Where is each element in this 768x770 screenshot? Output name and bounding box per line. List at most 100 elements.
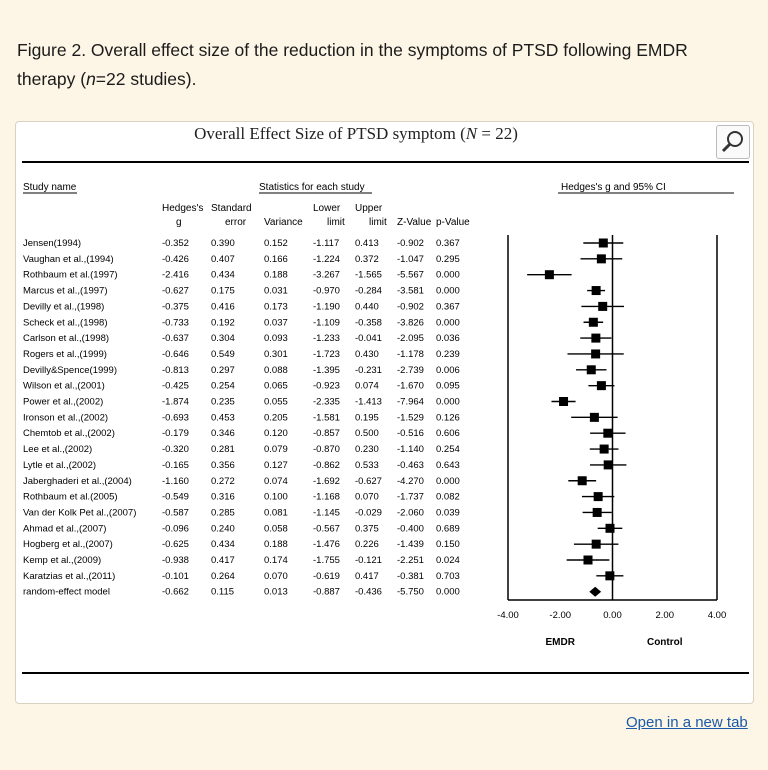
cell-p: 0.039 [436,507,460,518]
caption-text: Overall effect size of the reduction in … [17,40,688,89]
cell-p: 0.239 [436,349,460,360]
cell-z: -2.095 [397,333,424,344]
cell-lower: -1.723 [313,349,340,360]
cell-upper: 0.226 [355,539,379,550]
cell-z: -5.567 [397,270,424,281]
cell-upper: -0.284 [355,286,382,297]
cell-lower: -0.857 [313,428,340,439]
cell-p: 0.082 [436,492,460,503]
x-tick-label: -4.00 [497,610,519,621]
cell-z: -1.140 [397,444,424,455]
cell-lower: -1.117 [313,238,339,249]
cell-var: 0.301 [264,349,288,360]
cell-g: -0.813 [162,365,189,376]
study-label: Rogers et al.,(1999) [23,349,107,360]
figure-image[interactable]: Overall Effect Size of PTSD symptom (N =… [15,121,754,704]
effect-marker [596,254,606,264]
cell-upper: 0.074 [355,381,379,392]
cell-lower: -1.692 [313,476,340,487]
cell-z: -0.516 [397,428,424,439]
cell-se: 0.434 [211,270,235,281]
effect-marker [577,476,587,486]
cell-z: -3.826 [397,317,424,328]
cell-upper: 0.230 [355,444,379,455]
cell-g: -0.549 [162,492,189,503]
cell-g: -0.637 [162,333,189,344]
cell-p: 0.689 [436,523,460,534]
cell-p: 0.000 [436,476,460,487]
cell-z: -0.400 [397,523,424,534]
cell-var: 0.070 [264,571,288,582]
column-header-line2: limit [369,217,387,228]
cell-z: -2.251 [397,555,424,566]
cell-g: -0.938 [162,555,189,566]
study-label: Kemp et al.,(2009) [23,555,101,566]
open-in-new-tab-link[interactable]: Open in a new tab [626,714,748,731]
header-plot: Hedges's g and 95% CI [561,182,666,193]
cell-g: -0.662 [162,587,189,598]
study-label: Devilly et al.,(1998) [23,301,104,312]
column-header-line1: Lower [313,203,341,214]
cell-lower: -0.923 [313,381,340,392]
study-label: Ahmad et al.,(2007) [23,523,106,534]
study-label: Marcus et al.,(1997) [23,286,107,297]
cell-z: -2.060 [397,507,424,518]
study-label: Lee et al.,(2002) [23,444,92,455]
cell-se: 0.390 [211,238,235,249]
cell-p: 0.254 [436,444,460,455]
study-label: Rothbaum et al.(2005) [23,492,118,503]
cell-var: 0.055 [264,397,288,408]
cell-se: 0.192 [211,317,235,328]
study-label: Ironson et al.,(2002) [23,412,108,423]
cell-se: 0.346 [211,428,235,439]
cell-upper: 0.070 [355,492,379,503]
cell-var: 0.013 [264,587,288,598]
cell-g: -0.096 [162,523,189,534]
cell-p: 0.000 [436,317,460,328]
cell-var: 0.088 [264,365,288,376]
effect-marker [596,381,606,391]
cell-upper: -0.436 [355,587,382,598]
cell-z: -7.964 [397,397,424,408]
cell-z: -3.581 [397,286,424,297]
cell-upper: 0.195 [355,412,379,423]
cell-upper: -0.029 [355,507,382,518]
cell-g: -0.101 [162,571,189,582]
study-label: Jaberghaderi et al.,(2004) [23,476,132,487]
cell-lower: -1.581 [313,412,340,423]
cell-upper: 0.417 [355,571,379,582]
effect-marker [588,317,598,327]
cell-se: 0.304 [211,333,235,344]
effect-marker [603,460,613,470]
cell-p: 0.000 [436,286,460,297]
cell-var: 0.188 [264,539,288,550]
cell-p: 0.367 [436,238,460,249]
cell-lower: -0.619 [313,571,340,582]
zoom-button[interactable] [716,125,750,159]
cell-var: 0.058 [264,523,288,534]
cell-var: 0.120 [264,428,288,439]
cell-upper: 0.375 [355,523,379,534]
study-label: Jensen(1994) [23,238,81,249]
effect-marker [586,365,596,375]
effect-marker [591,539,601,549]
cell-p: 0.150 [436,539,460,550]
cell-g: -0.165 [162,460,189,471]
cell-p: 0.000 [436,397,460,408]
effect-marker [591,286,601,296]
cell-upper: -0.121 [355,555,382,566]
cell-lower: -1.395 [313,365,340,376]
cell-se: 0.417 [211,555,235,566]
study-label: Devilly&Spence(1999) [23,365,117,376]
cell-z: -1.737 [397,492,424,503]
cell-lower: -1.190 [313,301,340,312]
caption-text-end: =22 studies). [95,69,197,89]
effect-marker [591,349,601,359]
effect-marker [598,301,608,311]
effect-marker [603,428,613,438]
study-label: Carlson et al.,(1998) [23,333,109,344]
forest-plot: Study name Statistics for each study Hedge… [22,161,749,674]
cell-upper: -1.413 [355,397,382,408]
cell-lower: -0.970 [313,286,340,297]
cell-se: 0.115 [211,587,234,598]
